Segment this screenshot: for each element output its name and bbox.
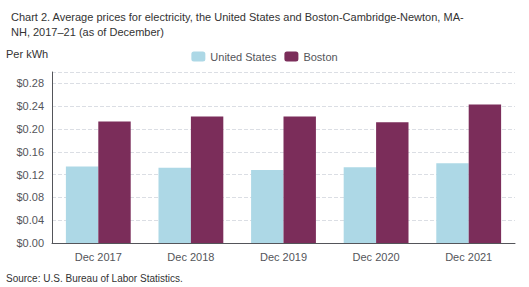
svg-text:Dec 2019: Dec 2019 <box>260 251 307 263</box>
svg-text:$0.08: $0.08 <box>16 191 44 203</box>
svg-text:Dec 2020: Dec 2020 <box>353 251 400 263</box>
svg-text:Dec 2017: Dec 2017 <box>75 251 122 263</box>
svg-text:Dec 2018: Dec 2018 <box>167 251 214 263</box>
svg-text:$0.28: $0.28 <box>16 77 44 89</box>
svg-text:$0.24: $0.24 <box>16 100 44 112</box>
svg-text:Chart 2. Average prices for el: Chart 2. Average prices for electricity,… <box>11 11 464 23</box>
svg-text:Source: U.S. Bureau of Labor S: Source: U.S. Bureau of Labor Statistics. <box>6 273 183 284</box>
svg-text:$0.00: $0.00 <box>16 237 44 249</box>
svg-text:Per kWh: Per kWh <box>6 48 48 60</box>
svg-text:$0.20: $0.20 <box>16 123 44 135</box>
svg-text:NH, 2017–21 (as of December): NH, 2017–21 (as of December) <box>11 26 164 38</box>
svg-text:United States: United States <box>210 51 277 63</box>
svg-text:$0.16: $0.16 <box>16 146 44 158</box>
svg-text:$0.12: $0.12 <box>16 169 44 181</box>
svg-text:$0.04: $0.04 <box>16 214 44 226</box>
svg-text:Boston: Boston <box>303 51 337 63</box>
svg-text:Dec 2021: Dec 2021 <box>445 251 492 263</box>
